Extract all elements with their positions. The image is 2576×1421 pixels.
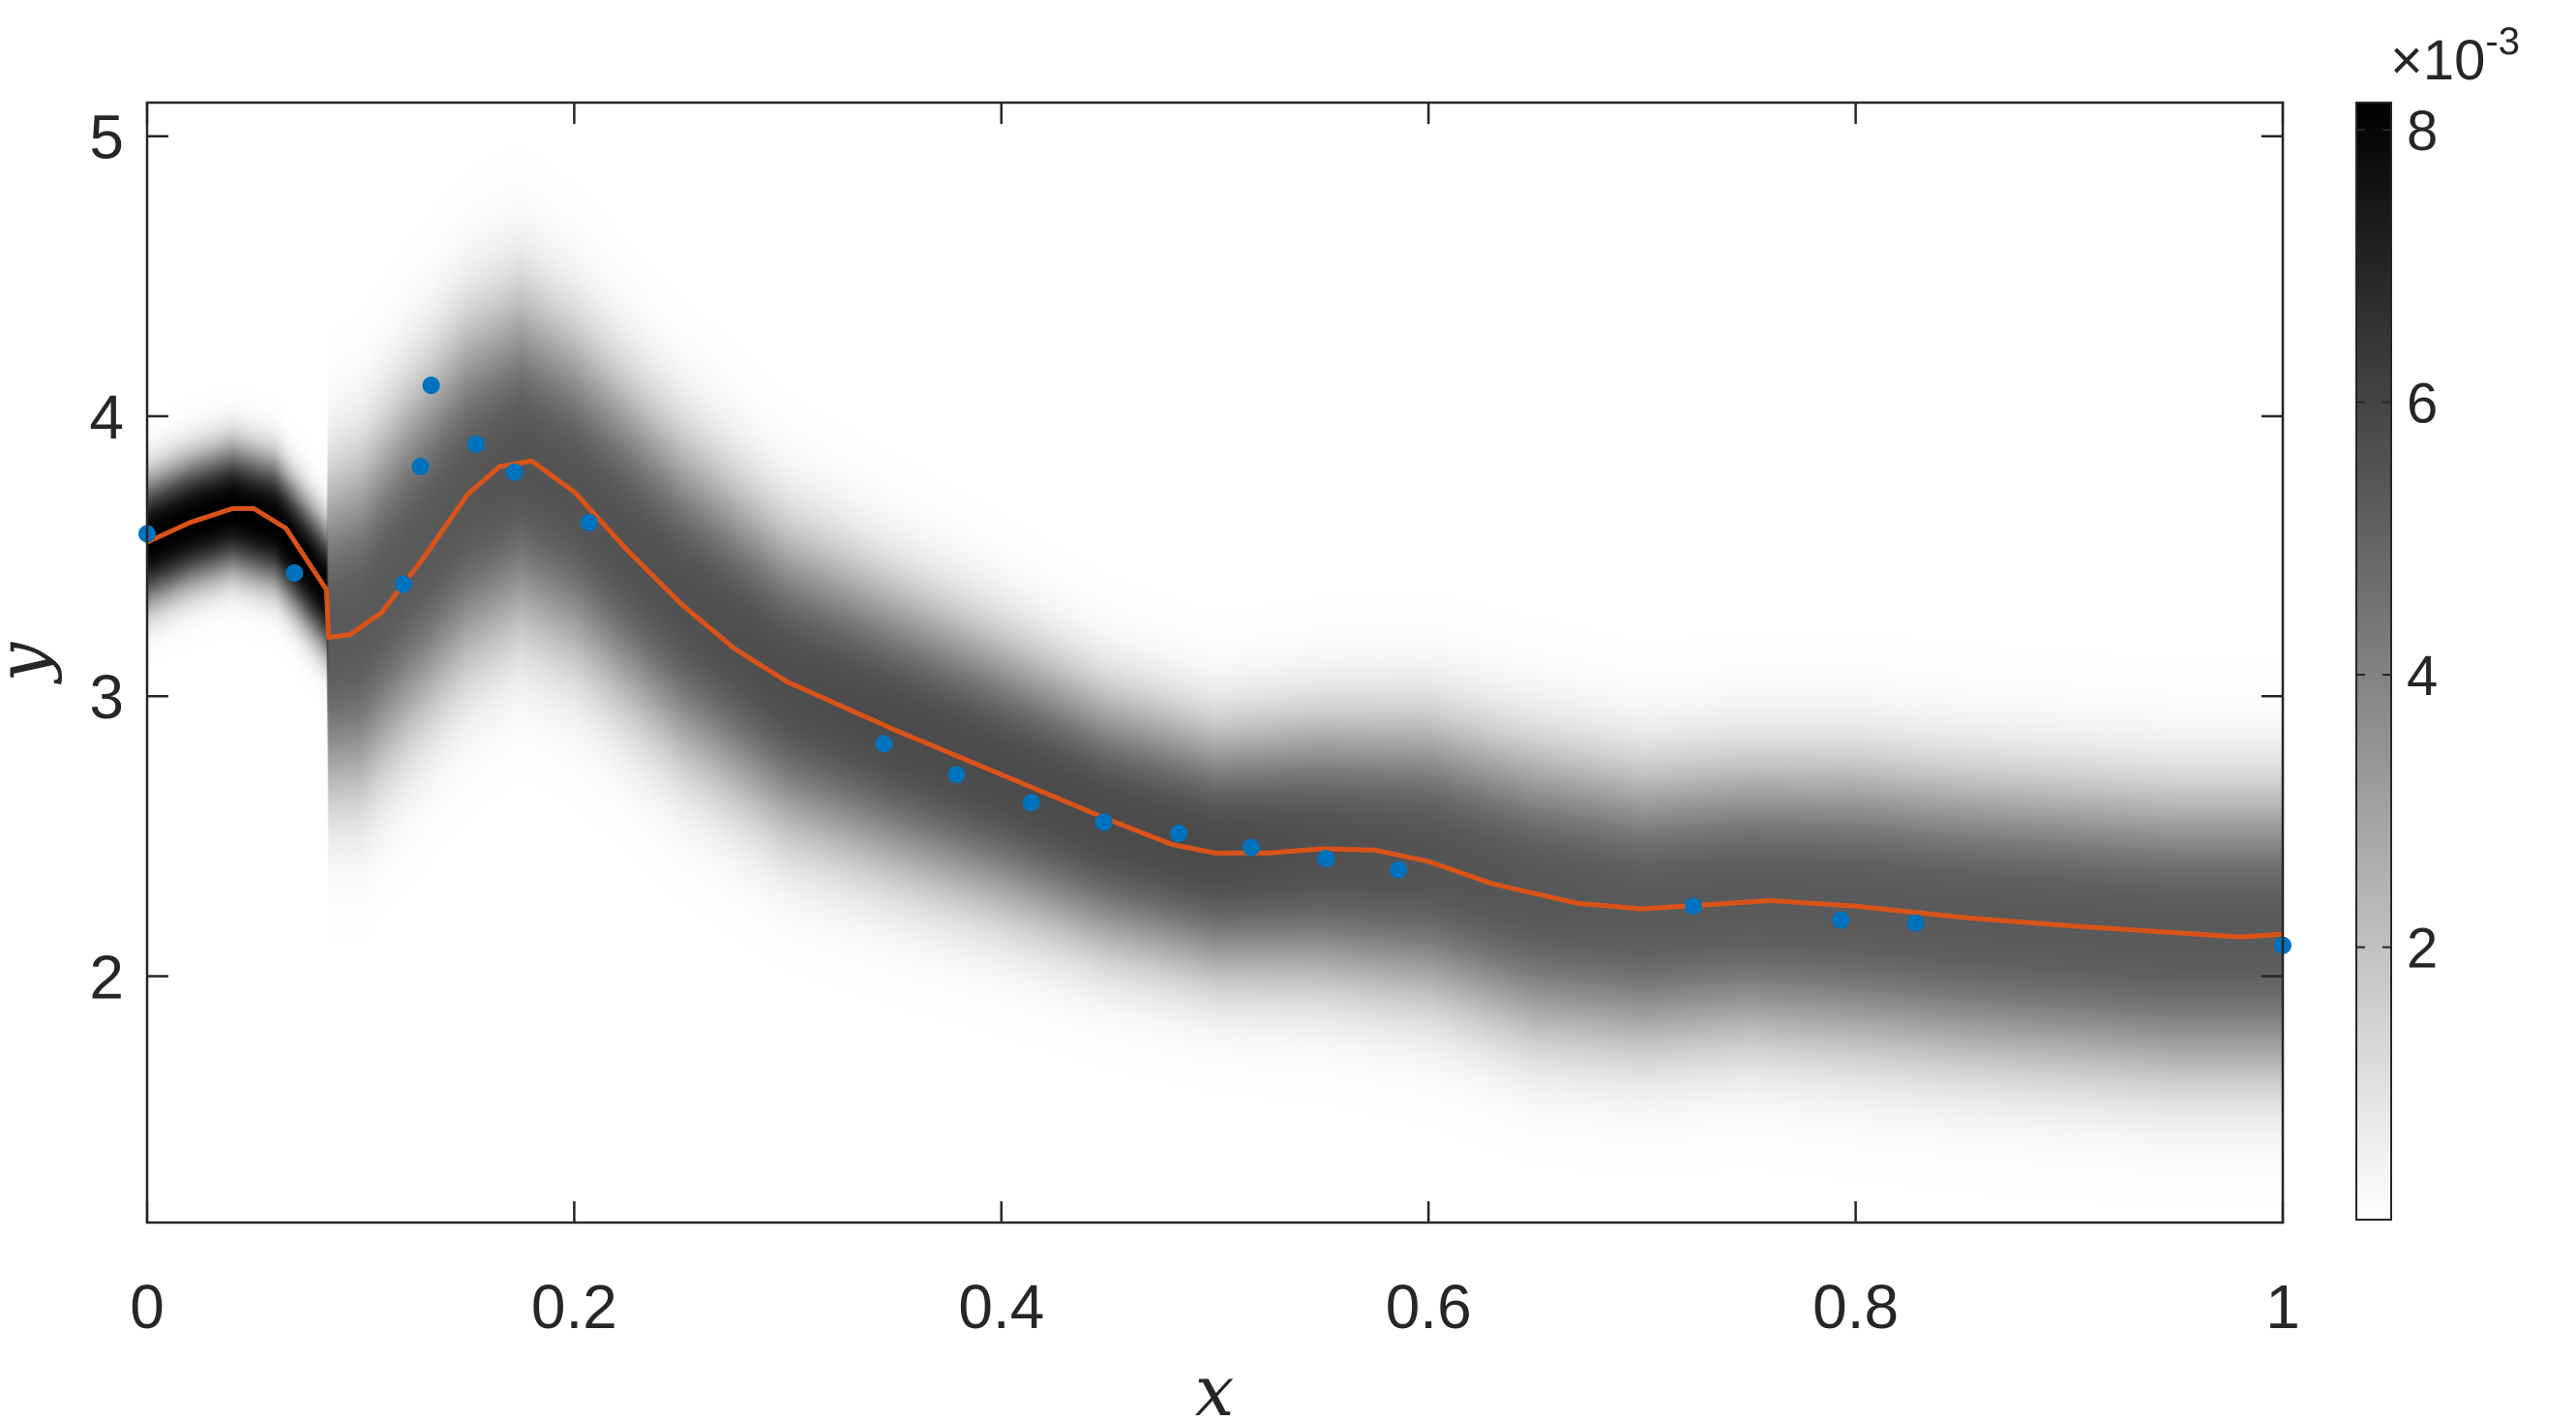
y-axis-label: y	[0, 641, 63, 684]
density-heatmap	[147, 103, 2283, 1223]
plot-frame	[145, 101, 2285, 1224]
x-axis-label: x	[1195, 1350, 1235, 1421]
colorbar-multiplier-exponent: -3	[2485, 20, 2520, 63]
data-point	[580, 513, 598, 531]
data-point	[1094, 813, 1113, 831]
colorbar-gradient	[2355, 102, 2392, 1221]
mean-line-layer	[147, 458, 2283, 940]
colorbar: 2 4 6 8 ×10-3	[2355, 20, 2520, 1221]
colorbar-ticks: 2 4 6 8	[2356, 100, 2438, 981]
data-point	[1243, 838, 1261, 857]
colorbar-multiplier: ×10-3	[2390, 20, 2520, 92]
data-point	[1317, 849, 1335, 867]
data-point	[1169, 824, 1187, 842]
data-point	[285, 563, 304, 582]
colorbar-tick-label: 8	[2407, 100, 2438, 163]
observation-points-layer	[138, 377, 2291, 954]
y-tick-label: 2	[89, 942, 124, 1012]
x-tick-label: 0	[130, 1272, 165, 1342]
x-tick-label: 0.2	[531, 1272, 617, 1342]
y-tick-label: 3	[89, 662, 124, 732]
data-point	[505, 463, 524, 481]
data-point	[1906, 914, 1925, 932]
x-axis: 0 0.2 0.4 0.6 0.8 1	[130, 103, 2300, 1342]
density-canvas	[147, 103, 2283, 1223]
data-point	[411, 458, 430, 476]
data-point	[1684, 897, 1702, 916]
y-tick-label: 4	[89, 382, 124, 452]
data-point	[466, 435, 485, 453]
colorbar-tick-label: 4	[2407, 645, 2438, 708]
y-tick-label: 5	[89, 103, 124, 172]
x-tick-label: 0.6	[1386, 1272, 1472, 1342]
x-tick-label: 0.8	[1812, 1272, 1899, 1342]
x-tick-label: 0.4	[958, 1272, 1044, 1342]
y-axis: 2 3 4 5	[89, 103, 2283, 1012]
colorbar-tick-label: 6	[2407, 373, 2438, 436]
data-point	[422, 377, 440, 395]
mean-line	[147, 458, 2283, 940]
data-point	[1022, 794, 1040, 812]
colorbar-tick-label: 2	[2407, 918, 2438, 981]
x-tick-label: 1	[2265, 1272, 2300, 1342]
data-point	[875, 735, 893, 753]
data-point	[947, 766, 966, 784]
data-point	[394, 575, 412, 593]
colorbar-multiplier-base: ×10	[2390, 29, 2485, 92]
data-point	[1390, 861, 1408, 879]
data-point	[1832, 911, 1850, 929]
